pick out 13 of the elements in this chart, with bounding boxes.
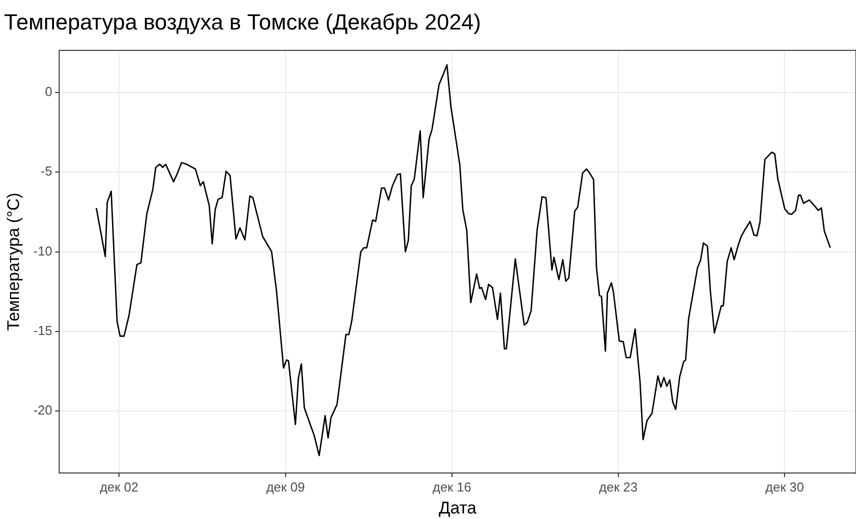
- y-tick-label: -5: [40, 164, 52, 179]
- y-tick-label: -20: [33, 402, 52, 418]
- x-tick-label: дек 09: [266, 479, 305, 494]
- y-tick-label: 0: [44, 84, 52, 100]
- x-tick-label: дек 16: [432, 479, 472, 494]
- x-tick-label: дек 30: [765, 479, 804, 494]
- y-axis-title: Температура (°C): [4, 192, 23, 331]
- x-tick-label: дек 02: [100, 479, 138, 494]
- chart-title: Температура воздуха в Томске (Декабрь 2024): [4, 9, 481, 34]
- y-tick-label: -15: [33, 322, 52, 338]
- x-axis-title: Дата: [438, 498, 477, 518]
- y-tick-label: -10: [33, 243, 52, 258]
- x-tick-label: дек 23: [599, 479, 638, 494]
